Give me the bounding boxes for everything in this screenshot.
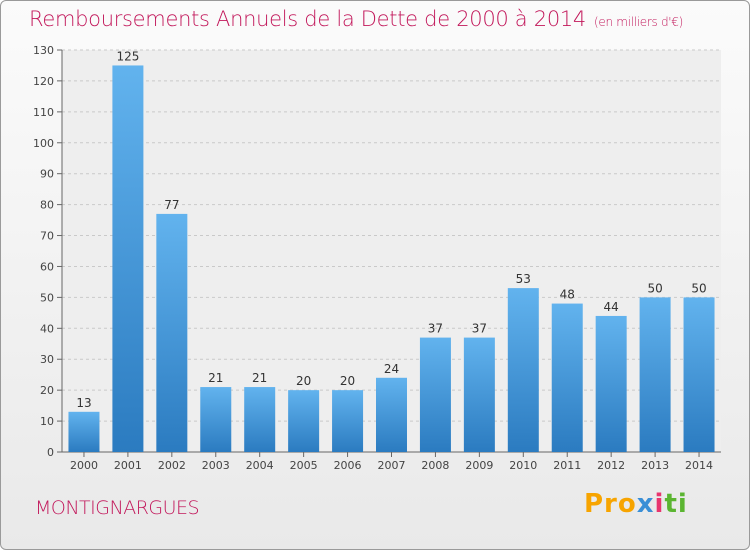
- x-tick-label: 2012: [597, 459, 625, 472]
- y-tick-label: 80: [40, 199, 54, 212]
- x-tick-label: 2007: [378, 459, 406, 472]
- y-tick-label: 40: [40, 322, 54, 335]
- data-label: 20: [340, 374, 355, 388]
- data-label: 21: [252, 371, 267, 385]
- x-tick-label: 2005: [290, 459, 318, 472]
- y-tick-label: 120: [33, 75, 54, 88]
- data-label: 37: [428, 322, 443, 336]
- data-label: 50: [691, 281, 706, 295]
- chart-unit: (en milliers d'€): [594, 15, 684, 29]
- bar: [683, 297, 715, 452]
- y-tick-label: 130: [33, 44, 54, 57]
- x-tick-label: 2000: [70, 459, 98, 472]
- data-label: 77: [164, 198, 179, 212]
- data-label: 20: [296, 374, 311, 388]
- y-tick-label: 0: [47, 446, 54, 459]
- logo-part-1: Pro: [584, 489, 637, 519]
- bar: [288, 390, 320, 452]
- data-label: 44: [604, 300, 619, 314]
- bar: [376, 377, 407, 452]
- data-label: 50: [647, 281, 662, 295]
- x-tick-label: 2009: [465, 459, 493, 472]
- data-label: 21: [208, 371, 223, 385]
- chart-title-text: Remboursements Annuels de la Dette de 20…: [29, 7, 586, 31]
- y-tick-label: 30: [40, 353, 54, 366]
- y-tick-label: 110: [33, 106, 54, 119]
- proxiti-logo[interactable]: Proxiti: [584, 489, 688, 519]
- bar: [112, 65, 144, 452]
- x-tick-label: 2014: [685, 459, 713, 472]
- chart-title: Remboursements Annuels de la Dette de 20…: [29, 7, 683, 31]
- logo-part-2: x: [636, 489, 655, 519]
- data-label: 48: [560, 288, 575, 302]
- y-tick-label: 20: [40, 384, 54, 397]
- x-tick-label: 2013: [641, 459, 669, 472]
- bar: [332, 390, 364, 452]
- data-label: 37: [472, 322, 487, 336]
- x-tick-label: 2004: [246, 459, 274, 472]
- bar: [68, 411, 100, 452]
- data-label: 13: [76, 396, 91, 410]
- y-tick-label: 100: [33, 137, 54, 150]
- bar: [419, 337, 451, 452]
- x-tick-label: 2003: [202, 459, 230, 472]
- y-tick-label: 50: [40, 291, 54, 304]
- bar: [200, 387, 232, 452]
- x-tick-label: 2008: [421, 459, 449, 472]
- bar: [639, 297, 671, 452]
- y-tick-label: 60: [40, 260, 54, 273]
- bar: [244, 387, 276, 452]
- x-tick-label: 2011: [553, 459, 581, 472]
- commune-name: MONTIGNARGUES: [35, 497, 200, 519]
- bar: [507, 288, 539, 452]
- x-tick-label: 2001: [114, 459, 142, 472]
- data-label: 53: [516, 272, 531, 286]
- x-tick-label: 2010: [509, 459, 537, 472]
- y-tick-label: 90: [40, 168, 54, 181]
- logo-part-4: ti: [664, 489, 688, 519]
- data-label: 125: [116, 49, 139, 63]
- y-tick-label: 70: [40, 230, 54, 243]
- y-tick-label: 10: [40, 415, 54, 428]
- x-tick-label: 2002: [158, 459, 186, 472]
- bar: [156, 213, 188, 452]
- data-label: 24: [384, 362, 399, 376]
- x-tick-label: 2006: [334, 459, 362, 472]
- bar: [463, 337, 495, 452]
- logo-part-3: i: [654, 489, 665, 519]
- bar: [551, 303, 583, 452]
- bar: [595, 315, 627, 452]
